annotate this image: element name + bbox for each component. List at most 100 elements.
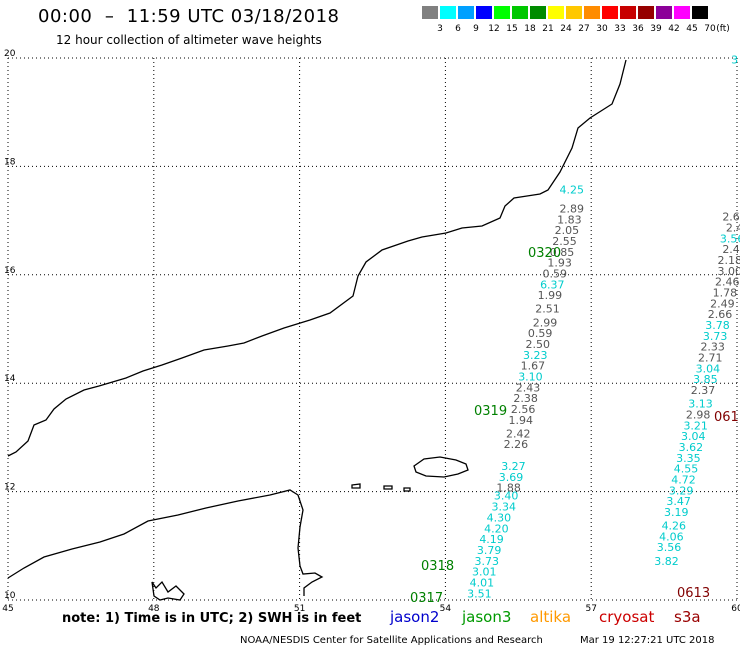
wave-height-value: 1.83: [557, 213, 582, 226]
wave-height-value: 3.47: [666, 495, 691, 508]
wave-height-value: 3.29: [669, 484, 694, 497]
wave-height-value: 0.59: [528, 327, 553, 340]
scale-swatch: [494, 6, 510, 19]
lon-tick-label: 57: [585, 604, 596, 614]
wave-height-value: 4.19: [479, 533, 504, 546]
small-islands: [351, 483, 411, 492]
wave-height-value: 4.25: [560, 184, 585, 197]
wave-height-value: 3.69: [499, 471, 524, 484]
wave-height-value: 3.40: [494, 490, 519, 503]
wave-height-value: 2.49: [710, 297, 735, 310]
wave-height-value: 3.10: [518, 370, 543, 383]
wave-height-value: 2.56: [511, 403, 536, 416]
coastline-inlet: [151, 580, 185, 601]
wave-height-value: 4.26: [662, 520, 687, 533]
wave-height-value: 3: [731, 53, 738, 66]
wave-height-value: 2.66: [708, 308, 733, 321]
track-label-0318: 0318: [421, 559, 455, 574]
lat-tick-label: 14: [4, 374, 16, 384]
legend-altika: altika: [530, 608, 572, 626]
track-label-061: 061: [714, 410, 739, 425]
wave-height-value: 2.99: [533, 316, 558, 329]
wave-height-value: 3.79: [477, 544, 502, 557]
track-label-0319: 0319: [474, 404, 508, 419]
socotra-island: [413, 456, 469, 478]
credit-text: NOAA/NESDIS Center for Satellite Applica…: [240, 635, 543, 646]
wave-height-value: 1.67: [521, 360, 546, 373]
scale-label: 70: [704, 24, 716, 34]
wave-height-value: 2.89: [560, 202, 585, 215]
scale-label: 6: [455, 24, 461, 34]
wave-height-value: 3.27: [501, 460, 526, 473]
lon-tick-label: 51: [294, 604, 305, 614]
wave-height-value: 3.56: [657, 541, 682, 554]
lat-lon-grid: [7, 57, 738, 601]
wave-height-value: 2.55: [552, 235, 577, 248]
lat-tick-label: 20: [4, 49, 16, 59]
wave-height-value: 1.78: [713, 286, 738, 299]
wave-height-value: 3.01: [472, 566, 497, 579]
scale-swatch: [548, 6, 564, 19]
footer-note: note: 1) Time is in UTC; 2) SWH is in fe…: [62, 611, 362, 626]
wave-height-value: 4.72: [671, 473, 696, 486]
lat-tick-label: 16: [4, 266, 16, 276]
wave-height-value: 2.50: [525, 338, 550, 351]
legend-cryosat: cryosat: [599, 608, 655, 626]
scale-label: 3: [437, 24, 443, 34]
scale-swatch: [674, 6, 690, 19]
wave-height-value: 0.85: [550, 246, 575, 259]
wave-height-value: 1.99: [538, 289, 563, 302]
wave-height-value: 1.88: [496, 482, 521, 495]
coastline: [7, 59, 627, 601]
scale-swatch: [422, 6, 438, 19]
lat-tick-label: 18: [4, 157, 16, 167]
wave-height-value: 3.04: [696, 362, 721, 375]
wave-height-value: 2.4: [726, 221, 740, 234]
wave-height-value: 3.21: [683, 419, 708, 432]
timestamp-text: Mar 19 12:27:21 UTC 2018: [580, 635, 715, 646]
scale-swatch: [656, 6, 672, 19]
scale-label: 12: [488, 24, 500, 34]
wave-height-value: 2.98: [686, 408, 711, 421]
scale-swatch: [566, 6, 582, 19]
scale-swatch: [620, 6, 636, 19]
wave-height-value: 3.62: [679, 441, 704, 454]
scale-label: 9: [473, 24, 479, 34]
lon-tick-label: 45: [2, 604, 13, 614]
scale-swatch: [692, 6, 708, 19]
lon-tick-label: 54: [440, 604, 452, 614]
wave-height-value: 3.56: [720, 232, 740, 245]
wave-height-value: 2.51: [535, 303, 560, 316]
scale-unit: (ft): [716, 24, 730, 34]
wave-height-value: 2.38: [513, 392, 538, 405]
track-label-0613: 0613: [677, 586, 711, 601]
lat-tick-label: 12: [4, 483, 15, 493]
wave-height-labels: 4.252.891.832.052.550.851.930.596.371.99…: [467, 53, 740, 600]
scale-swatch: [440, 6, 456, 19]
scale-label: 18: [524, 24, 536, 34]
coastline-somalia: [7, 489, 324, 596]
wave-height-value: 4.06: [659, 530, 684, 543]
lon-tick-label: 60: [731, 604, 740, 614]
wave-height-value: 4.30: [487, 511, 512, 524]
scale-swatch: [530, 6, 546, 19]
wave-height-value: 3.85: [693, 373, 718, 386]
scale-swatch: [476, 6, 492, 19]
scale-label: 30: [596, 24, 608, 34]
scale-label: 45: [686, 24, 698, 34]
wave-height-value: 4.01: [470, 576, 495, 589]
wave-height-value: 2.46: [715, 276, 740, 289]
lon-tick-label: 48: [148, 604, 160, 614]
wave-height-value: 4.20: [484, 522, 509, 535]
wave-height-value: 3.04: [681, 430, 706, 443]
wave-height-value: 2.42: [506, 427, 531, 440]
legend-jason3: jason3: [462, 608, 512, 626]
wave-height-value: 0.59: [543, 268, 568, 281]
wave-height-value: 2.71: [698, 352, 723, 365]
wave-height-value: 1.94: [508, 414, 533, 427]
wave-height-value: 2.33: [700, 341, 725, 354]
scale-label: 39: [650, 24, 662, 34]
wave-height-value: 4.55: [674, 463, 699, 476]
legend-s3a: s3a: [674, 608, 701, 626]
